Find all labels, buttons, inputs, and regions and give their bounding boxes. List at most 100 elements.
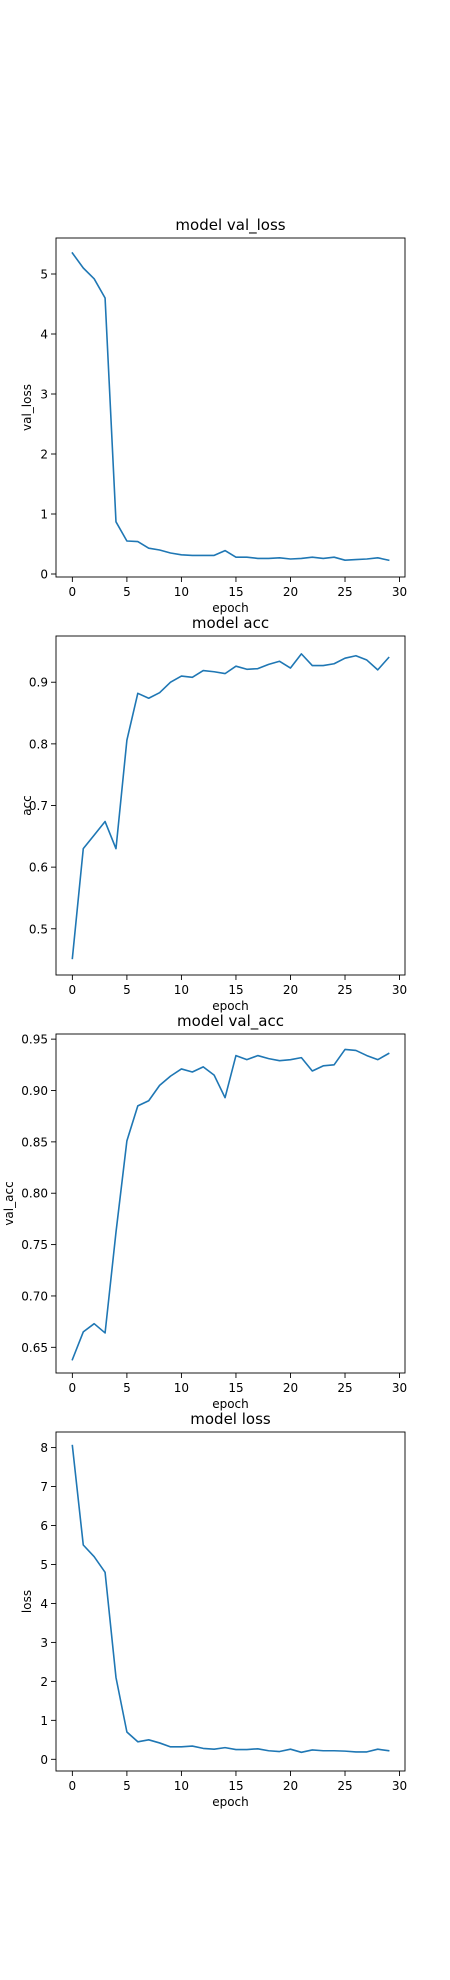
- y-tick-label: 6: [40, 1519, 48, 1533]
- data-point: [354, 654, 357, 657]
- x-tick-label: 15: [228, 1779, 243, 1793]
- data-point: [322, 557, 325, 560]
- x-tick-label: 15: [228, 983, 243, 997]
- x-tick-label: 20: [283, 585, 298, 599]
- x-axis-label: epoch: [212, 1795, 249, 1809]
- data-point: [136, 1104, 139, 1107]
- data-point: [169, 1745, 172, 1748]
- y-tick-label: 3: [40, 388, 48, 402]
- x-tick-label: 5: [123, 983, 131, 997]
- data-point: [71, 957, 74, 960]
- data-point: [387, 1052, 390, 1055]
- data-point: [104, 1331, 107, 1334]
- x-tick-label: 30: [392, 1381, 407, 1395]
- x-axis-label: epoch: [212, 1397, 249, 1411]
- data-point: [278, 1750, 281, 1753]
- data-point: [213, 1074, 216, 1077]
- data-point: [387, 1749, 390, 1752]
- y-axis-label: val_loss: [20, 384, 34, 431]
- data-point: [234, 1748, 237, 1751]
- data-point: [224, 1746, 227, 1749]
- data-point: [136, 540, 139, 543]
- chart-title: model val_loss: [175, 216, 285, 235]
- x-tick-label: 20: [283, 983, 298, 997]
- data-point: [311, 1748, 314, 1751]
- data-point: [289, 558, 292, 561]
- y-tick-label: 0: [40, 1753, 48, 1767]
- data-point: [300, 1751, 303, 1754]
- data-point: [114, 1231, 117, 1234]
- x-tick-label: 5: [123, 585, 131, 599]
- data-point: [125, 739, 128, 742]
- data-point: [71, 1358, 74, 1361]
- data-point: [278, 1059, 281, 1062]
- data-point: [234, 665, 237, 668]
- data-point: [213, 1748, 216, 1751]
- data-point: [344, 657, 347, 660]
- data-point: [234, 1054, 237, 1057]
- y-tick-label: 1: [40, 508, 48, 522]
- data-point: [245, 556, 248, 559]
- data-point: [267, 663, 270, 666]
- y-tick-label: 1: [40, 1714, 48, 1728]
- data-point: [365, 1750, 368, 1753]
- data-point: [93, 1322, 96, 1325]
- y-axis-label: acc: [20, 795, 34, 816]
- data-point: [180, 553, 183, 556]
- data-point: [256, 667, 259, 670]
- x-tick-label: 10: [174, 1381, 189, 1395]
- data-point: [365, 659, 368, 662]
- y-tick-label: 0.5: [29, 922, 48, 936]
- y-tick-label: 0.75: [21, 1238, 48, 1252]
- data-point: [387, 656, 390, 659]
- y-tick-label: 2: [40, 448, 48, 462]
- data-point: [202, 1747, 205, 1750]
- y-tick-label: 2: [40, 1675, 48, 1689]
- data-point: [224, 549, 227, 552]
- x-tick-label: 25: [337, 1779, 352, 1793]
- data-point: [82, 267, 85, 270]
- data-point: [169, 552, 172, 555]
- data-point: [256, 1747, 259, 1750]
- data-point: [213, 670, 216, 673]
- data-point: [300, 1056, 303, 1059]
- data-point: [169, 681, 172, 684]
- data-point: [354, 558, 357, 561]
- data-point: [256, 557, 259, 560]
- x-axis-label: epoch: [212, 601, 249, 615]
- data-point: [93, 277, 96, 280]
- data-point: [180, 1745, 183, 1748]
- data-point: [245, 668, 248, 671]
- data-point: [256, 1054, 259, 1057]
- data-point: [333, 556, 336, 559]
- y-tick-label: 0.8: [29, 737, 48, 751]
- data-point: [289, 1058, 292, 1061]
- x-tick-label: 5: [123, 1381, 131, 1395]
- y-tick-label: 0.80: [21, 1187, 48, 1201]
- data-point: [344, 559, 347, 562]
- x-tick-label: 30: [392, 1779, 407, 1793]
- data-point: [333, 1063, 336, 1066]
- data-point: [82, 1330, 85, 1333]
- y-tick-label: 4: [40, 328, 48, 342]
- data-point: [191, 1071, 194, 1074]
- y-tick-label: 0.85: [21, 1135, 48, 1149]
- data-point: [125, 1139, 128, 1142]
- data-point: [104, 1571, 107, 1574]
- x-tick-label: 25: [337, 983, 352, 997]
- data-point: [322, 664, 325, 667]
- data-point: [234, 556, 237, 559]
- data-point: [125, 1731, 128, 1734]
- data-point: [311, 664, 314, 667]
- y-tick-label: 0.95: [21, 1033, 48, 1047]
- data-point: [82, 847, 85, 850]
- x-tick-label: 30: [392, 585, 407, 599]
- data-point: [147, 547, 150, 550]
- x-tick-label: 25: [337, 1381, 352, 1395]
- chart-title: model acc: [192, 614, 269, 632]
- y-tick-label: 0.65: [21, 1341, 48, 1355]
- data-point: [169, 1075, 172, 1078]
- data-point: [245, 1748, 248, 1751]
- data-point: [267, 1057, 270, 1060]
